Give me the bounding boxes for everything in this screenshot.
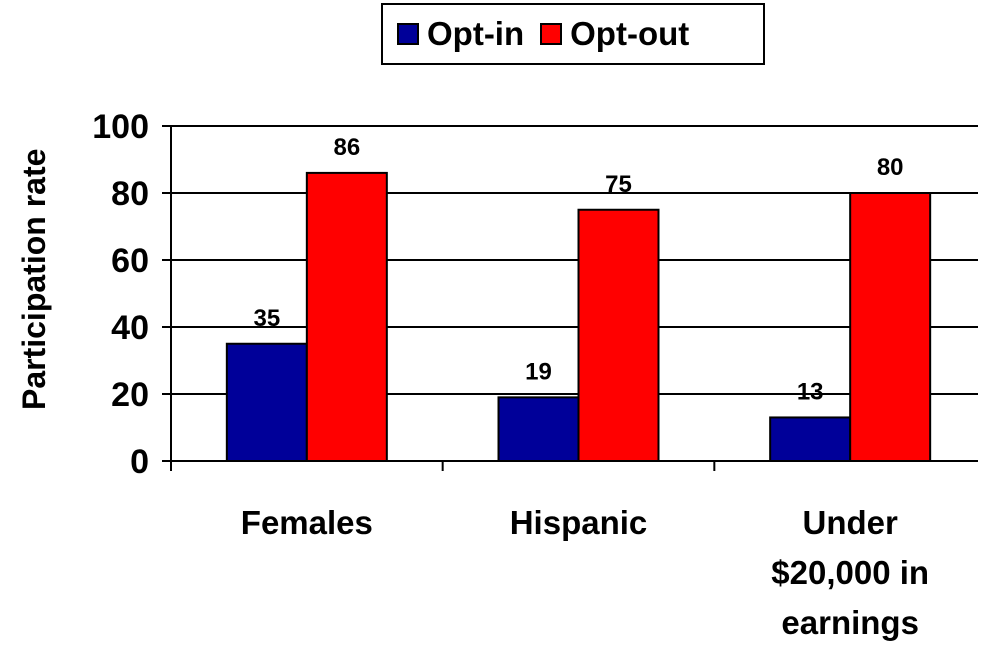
legend-item-opt-out: Opt-out bbox=[540, 15, 689, 53]
legend-label-opt-out: Opt-out bbox=[570, 15, 690, 52]
bar-opt-in-2 bbox=[769, 416, 852, 463]
data-label-opt-out-1: 75 bbox=[605, 171, 632, 198]
data-label-opt-out-2: 80 bbox=[877, 154, 904, 181]
x-tick-label-2-2: earnings bbox=[781, 604, 919, 641]
y-tick-label-20: 20 bbox=[111, 376, 149, 414]
legend-label-opt-in: Opt-in bbox=[427, 15, 525, 52]
data-label-opt-in-2: 13 bbox=[797, 378, 824, 405]
data-label-opt-in-0: 35 bbox=[253, 305, 280, 332]
bar-opt-out-1 bbox=[577, 208, 660, 462]
data-label-opt-out-0: 86 bbox=[333, 134, 360, 161]
legend: Opt-in Opt-out bbox=[381, 3, 765, 65]
bar-opt-out-0 bbox=[305, 171, 388, 462]
bar-opt-in-1 bbox=[497, 396, 580, 463]
x-tick-label-2-0: Under bbox=[802, 504, 898, 541]
legend-swatch-opt-out bbox=[540, 23, 563, 45]
data-label-opt-in-1: 19 bbox=[525, 358, 552, 385]
y-tick-label-60: 60 bbox=[111, 242, 149, 280]
y-tick-label-40: 40 bbox=[111, 309, 149, 347]
legend-swatch-opt-in bbox=[397, 23, 419, 45]
legend-item-opt-in: Opt-in bbox=[397, 15, 524, 53]
x-tick-label-1-0: Hispanic bbox=[510, 504, 648, 541]
bar-opt-out-2 bbox=[849, 192, 932, 462]
bar-opt-in-0 bbox=[225, 342, 308, 462]
x-tick-label-0-0: Females bbox=[241, 504, 373, 541]
y-tick-label-100: 100 bbox=[92, 108, 149, 146]
x-tick-label-2-1: $20,000 in bbox=[771, 554, 929, 591]
y-tick-label-0: 0 bbox=[130, 443, 149, 481]
y-tick-label-80: 80 bbox=[111, 175, 149, 213]
